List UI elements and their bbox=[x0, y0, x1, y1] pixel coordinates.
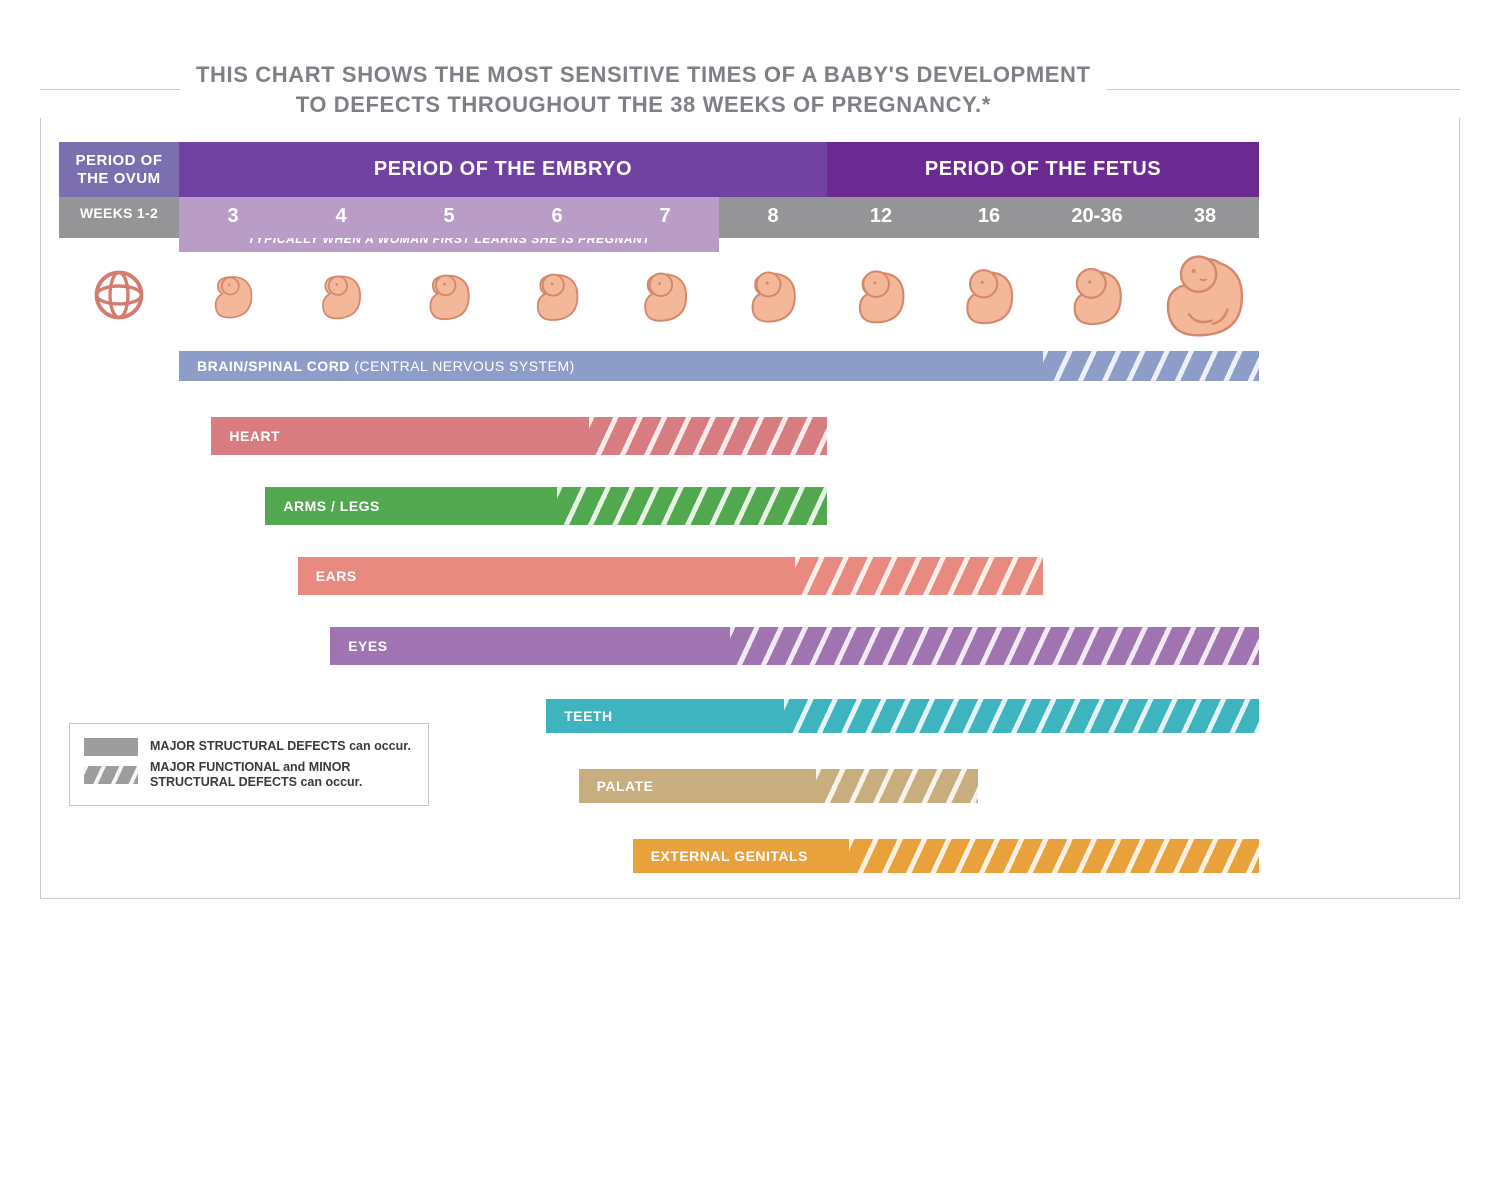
chart-title-line2: TO DEFECTS THROUGHOUT THE 38 WEEKS OF PR… bbox=[196, 90, 1091, 120]
legend-text-hatched: MAJOR FUNCTIONAL and MINOR STRUCTURAL DE… bbox=[150, 760, 362, 791]
row-brain-spinal-cord: BRAIN/SPINAL CORD (CENTRAL NERVOUS SYSTE… bbox=[59, 342, 1441, 390]
chart-title-row: THIS CHART SHOWS THE MOST SENSITIVE TIME… bbox=[40, 60, 1460, 119]
stage-icon-col-11 bbox=[1151, 252, 1259, 338]
row-eyes: EYES bbox=[59, 622, 1441, 670]
week-col-8: 8 bbox=[719, 197, 827, 238]
week-col-12: 12 bbox=[827, 197, 935, 238]
stage-icon-col-9 bbox=[935, 252, 1043, 338]
row-external-genitals: EXTERNAL GENITALS bbox=[59, 832, 1441, 880]
bar-eyes: EYES bbox=[330, 627, 1259, 665]
week-col-3: 3 bbox=[179, 197, 287, 238]
legend-swatch-solid bbox=[84, 738, 138, 756]
stage-icon-col-10 bbox=[1043, 252, 1151, 338]
week-col-4: 4 bbox=[287, 197, 395, 238]
week-col-6: 6 bbox=[503, 197, 611, 238]
bar-heart: HEART bbox=[211, 417, 827, 455]
row-heart: HEART bbox=[59, 412, 1441, 460]
period-bands: PERIOD OF THE OVUMPERIOD OF THE EMBRYOPE… bbox=[59, 142, 1441, 197]
row-ears: EARS bbox=[59, 552, 1441, 600]
bar-palate: PALATE bbox=[579, 769, 979, 803]
stage-icon-col-4 bbox=[395, 252, 503, 338]
row-arms-legs: ARMS / LEGS bbox=[59, 482, 1441, 530]
period-fetus: PERIOD OF THE FETUS bbox=[827, 142, 1259, 197]
week-col-5: 5 bbox=[395, 197, 503, 238]
chart-title-line1: THIS CHART SHOWS THE MOST SENSITIVE TIME… bbox=[196, 60, 1091, 90]
stage-icon-col-5 bbox=[503, 252, 611, 338]
stage-icon-col-6 bbox=[611, 252, 719, 338]
period-ovum: PERIOD OF THE OVUM bbox=[59, 142, 179, 197]
period-embryo: PERIOD OF THE EMBRYO bbox=[179, 142, 827, 197]
legend-text-solid: MAJOR STRUCTURAL DEFECTS can occur. bbox=[150, 739, 411, 755]
legend-swatch-hatched bbox=[84, 766, 138, 784]
legend-row-hatched: MAJOR FUNCTIONAL and MINOR STRUCTURAL DE… bbox=[84, 760, 414, 791]
bar-external-genitals: EXTERNAL GENITALS bbox=[633, 839, 1259, 873]
week-row: WEEKS 1-2345678121620-3638 bbox=[59, 197, 1441, 238]
week-col-20-36: 20-36 bbox=[1043, 197, 1151, 238]
week-col-7: 7 bbox=[611, 197, 719, 238]
week-col-38: 38 bbox=[1151, 197, 1259, 238]
bar-brain-spinal-cord: BRAIN/SPINAL CORD (CENTRAL NERVOUS SYSTE… bbox=[179, 351, 1259, 381]
bar-teeth: TEETH bbox=[546, 699, 1259, 733]
bar-arms-legs: ARMS / LEGS bbox=[265, 487, 827, 525]
title-rule-left bbox=[40, 89, 180, 91]
week-col-WEEKS1-2: WEEKS 1-2 bbox=[59, 197, 179, 238]
legend-row-solid: MAJOR STRUCTURAL DEFECTS can occur. bbox=[84, 738, 414, 756]
title-rule-right bbox=[1107, 89, 1460, 91]
bar-ears: EARS bbox=[298, 557, 1043, 595]
stage-icon-col-3 bbox=[287, 252, 395, 338]
stage-icon-row bbox=[59, 252, 1441, 338]
chart-frame: PERIOD OF THE OVUMPERIOD OF THE EMBRYOPE… bbox=[40, 118, 1460, 899]
week-col-16: 16 bbox=[935, 197, 1043, 238]
stage-icon-col-7 bbox=[719, 252, 827, 338]
legend: MAJOR STRUCTURAL DEFECTS can occur. MAJO… bbox=[69, 723, 429, 806]
chart-title: THIS CHART SHOWS THE MOST SENSITIVE TIME… bbox=[180, 60, 1107, 119]
stage-icon-col-1 bbox=[59, 252, 179, 338]
stage-icon-col-2 bbox=[179, 252, 287, 338]
stage-icon-col-8 bbox=[827, 252, 935, 338]
